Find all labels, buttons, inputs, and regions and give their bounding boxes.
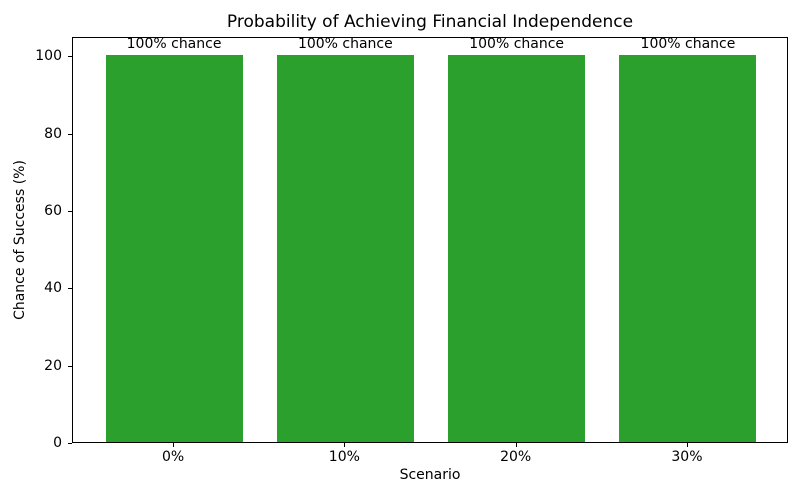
x-tick-label: 0% — [161, 449, 185, 465]
bar-20% — [448, 55, 586, 442]
bar-value-label: 100% chance — [640, 36, 736, 53]
x-axis-label: Scenario — [399, 467, 461, 483]
bar-value-label: 100% chance — [126, 36, 222, 53]
y-tick-mark — [68, 443, 72, 444]
plot-area: 100% chance 100% chance 100% chance 100% ch… — [72, 36, 788, 443]
chart-title: Probability of Achieving Financial Indep… — [226, 12, 634, 32]
x-tick-mark — [686, 443, 688, 447]
y-tick-label: 100 — [35, 48, 62, 65]
y-tick-mark — [68, 288, 72, 290]
y-tick-label: 60 — [44, 203, 62, 219]
bar-value-label: 100% chance — [469, 36, 565, 53]
y-tick-mark — [68, 133, 72, 135]
y-tick-mark — [68, 56, 72, 58]
bar-value-label: 100% chance — [297, 36, 393, 53]
bar-10% — [276, 55, 414, 442]
x-tick-label: 20% — [500, 449, 532, 465]
bar-30% — [619, 55, 757, 442]
y-tick-label: 20 — [44, 357, 62, 374]
y-tick-label: 80 — [44, 125, 62, 142]
x-tick-mark — [344, 443, 346, 447]
x-tick-label: 30% — [671, 449, 703, 465]
bar-0% — [105, 55, 243, 442]
y-tick-label: 0 — [53, 435, 62, 451]
y-tick-mark — [68, 211, 72, 212]
x-tick-mark — [173, 443, 175, 447]
x-tick-label: 10% — [328, 449, 360, 465]
x-tick-mark — [515, 443, 517, 447]
y-tick-mark — [68, 365, 72, 367]
y-tick-label: 40 — [44, 280, 62, 297]
y-axis-label: Chance of Success (%) — [12, 160, 28, 320]
